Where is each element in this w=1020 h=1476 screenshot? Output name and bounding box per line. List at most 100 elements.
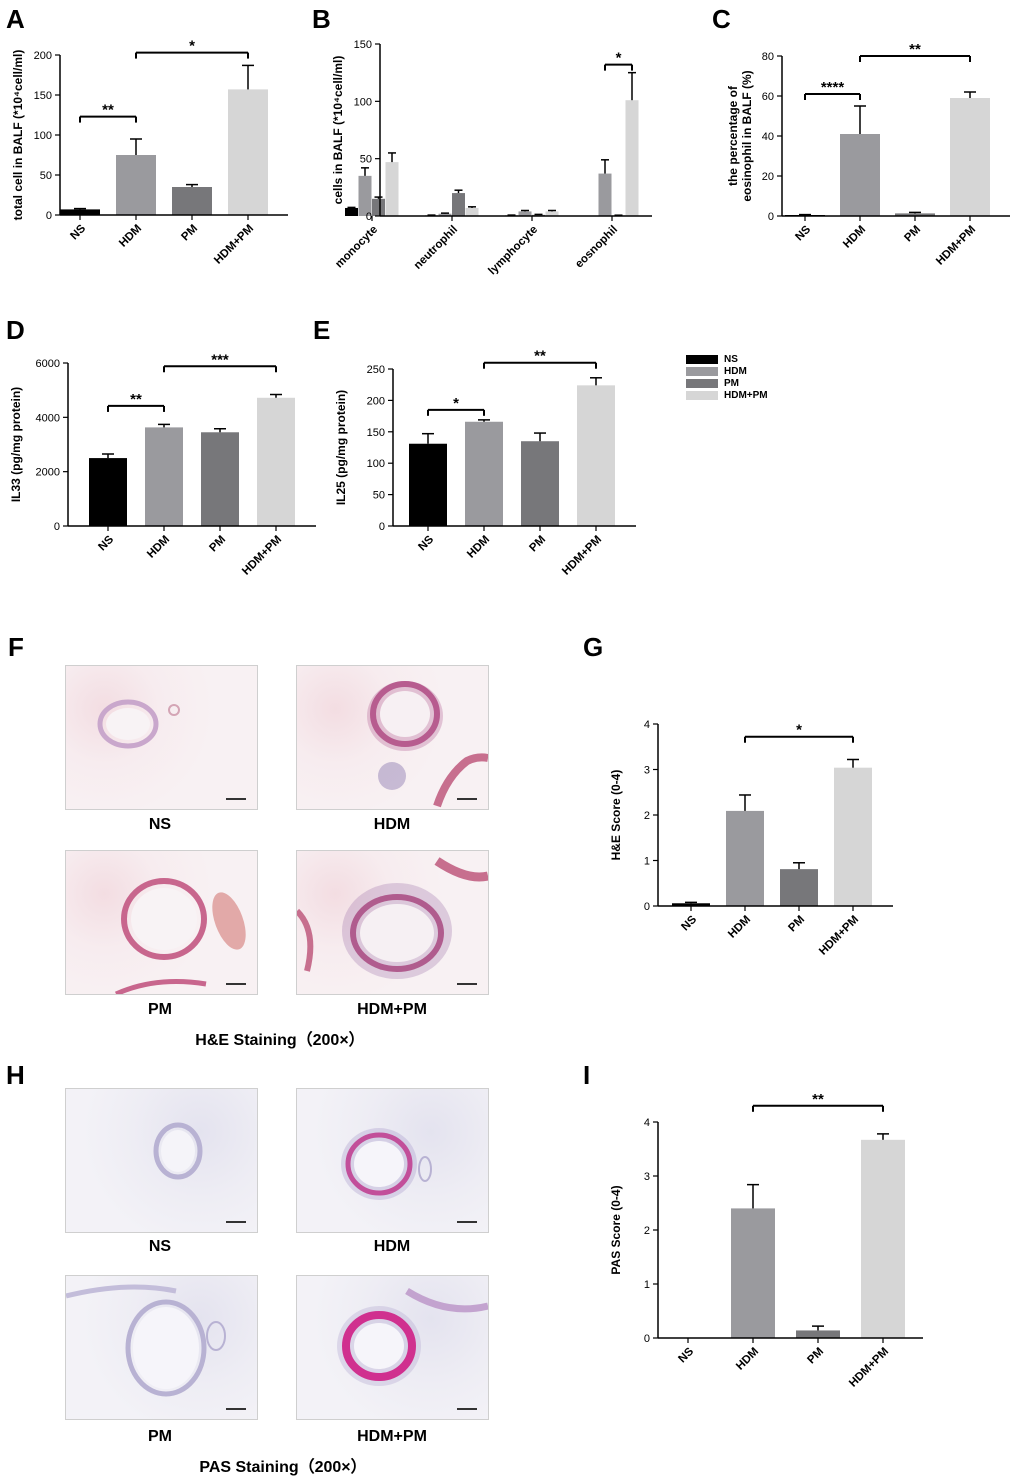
y-tick-label: 250 <box>367 364 385 376</box>
y-tick-label: 3 <box>644 765 650 777</box>
panel-letter-i: I <box>583 1060 591 1090</box>
pas-label-pm: PM <box>148 1428 172 1445</box>
bar-pm <box>780 869 818 906</box>
legend-label-ns: NS <box>724 353 738 365</box>
pas-label-hdm-pm: HDM+PM <box>357 1428 427 1445</box>
legend-item-hdm: HDM <box>686 365 768 377</box>
pas-micrograph-hdm-drawing <box>341 1128 477 1223</box>
bar-hdm <box>465 421 503 526</box>
y-tick-label: 100 <box>354 96 372 108</box>
panel-letter-a: A <box>6 4 25 34</box>
significance-label: ** <box>909 41 921 58</box>
y-tick-label: 4000 <box>36 412 60 424</box>
he-micrograph-pm <box>65 850 258 995</box>
he-label-hdm-pm: HDM+PM <box>357 1001 427 1018</box>
legend-swatch-pm <box>686 378 718 388</box>
y-tick-label: 150 <box>367 427 385 439</box>
y-tick-label: 100 <box>367 458 385 470</box>
pas-micrograph-hdm <box>296 1088 489 1233</box>
y-tick-label: 50 <box>373 490 385 502</box>
legend: NS HDM PM HDM+PM <box>686 353 768 401</box>
y-tick-label: 4 <box>644 1117 650 1129</box>
legend-swatch-hdm-pm <box>686 390 718 400</box>
y-tick-label: 1 <box>644 1279 650 1291</box>
y-tick-label: 2000 <box>36 467 60 479</box>
bar-hdm <box>145 427 183 526</box>
legend-label-hdm-pm: HDM+PM <box>724 389 768 401</box>
pas-micrograph-pm <box>65 1275 258 1420</box>
y-tick-label: 50 <box>40 170 52 182</box>
y-axis-label: IL25 (pg/mg protein) <box>334 390 348 505</box>
bar-hdm-pm <box>257 397 295 526</box>
panel-letter-d: D <box>6 315 25 345</box>
y-tick-label: 6000 <box>36 358 60 370</box>
significance-label: * <box>189 38 195 55</box>
pas-caption: PAS Staining（200×） <box>199 1459 367 1476</box>
bar-ns <box>409 443 447 526</box>
bar-eosnophil-hdm <box>598 173 612 216</box>
bar-monocyte-hdm <box>358 175 372 216</box>
bar-monocyte-hdm+pm <box>385 162 399 216</box>
y-tick-label: 0 <box>644 901 650 913</box>
bar-hdm <box>726 810 764 906</box>
pas-micrograph-ns-drawing <box>153 1122 246 1223</box>
bar-ns <box>89 458 127 526</box>
he-micrograph-ns-drawing <box>97 699 246 800</box>
y-axis-label: PAS Score (0-4) <box>609 1185 623 1274</box>
bar-eosnophil-hdm+pm <box>625 100 639 216</box>
legend-label-hdm: HDM <box>724 365 747 377</box>
y-tick-label: 2 <box>644 810 650 822</box>
y-tick-label: 100 <box>34 130 52 142</box>
y-tick-label: 0 <box>768 211 774 223</box>
legend-item-hdm-pm: HDM+PM <box>686 389 768 401</box>
x-tick-label: NS <box>676 1345 696 1365</box>
significance-label: ** <box>130 391 142 408</box>
pas-micrograph-hdm-pm <box>296 1275 489 1420</box>
y-tick-label: 4 <box>644 719 650 731</box>
bar-neutrophil-hdm+pm <box>465 207 479 216</box>
bar-hdm <box>731 1208 775 1338</box>
he-caption: H&E Staining（200×） <box>195 1032 365 1049</box>
bar-hdm-pm <box>228 89 268 215</box>
y-tick-label: 1 <box>644 856 650 868</box>
legend-label-pm: PM <box>724 377 739 389</box>
panel-letter-h: H <box>6 1060 25 1090</box>
he-micrograph-ns <box>65 665 258 810</box>
panel-letter-c: C <box>712 4 731 34</box>
y-tick-label: 3 <box>644 1171 650 1183</box>
bar-pm <box>521 441 559 526</box>
bar-neutrophil-hdm <box>438 213 452 216</box>
y-axis-label: the percentage of <box>726 85 740 186</box>
bar-ns <box>672 903 710 906</box>
x-tick-label: PM <box>805 1346 826 1367</box>
bar-lymphocyte-hdm+pm <box>545 211 559 216</box>
y-tick-label: 40 <box>762 131 774 143</box>
legend-item-ns: NS <box>686 353 768 365</box>
y-tick-label: 0 <box>54 521 60 533</box>
legend-swatch-hdm <box>686 366 718 376</box>
x-tick-label: HDM+PM <box>847 1346 891 1390</box>
bar-lymphocyte-hdm <box>518 211 532 216</box>
y-tick-label: 0 <box>366 211 372 223</box>
pas-label-hdm: HDM <box>373 1238 411 1255</box>
y-tick-label: 150 <box>354 39 372 51</box>
y-tick-label: 0 <box>644 1333 650 1345</box>
bar-monocyte-ns <box>345 207 358 216</box>
significance-label: ** <box>102 102 114 119</box>
bar-hdm <box>840 134 880 216</box>
panel-letter-b: B <box>312 4 331 34</box>
significance-label: *** <box>211 351 229 368</box>
y-axis-label: eosinophil in BALF (%) <box>740 70 754 201</box>
bar-hdm-pm <box>577 385 615 526</box>
significance-label: * <box>796 722 802 739</box>
bar-pm <box>172 187 212 215</box>
he-micrograph-hdm-pm-drawing <box>297 857 488 985</box>
significance-label: * <box>453 395 459 412</box>
y-axis-label: IL33 (pg/mg protein) <box>9 387 23 502</box>
